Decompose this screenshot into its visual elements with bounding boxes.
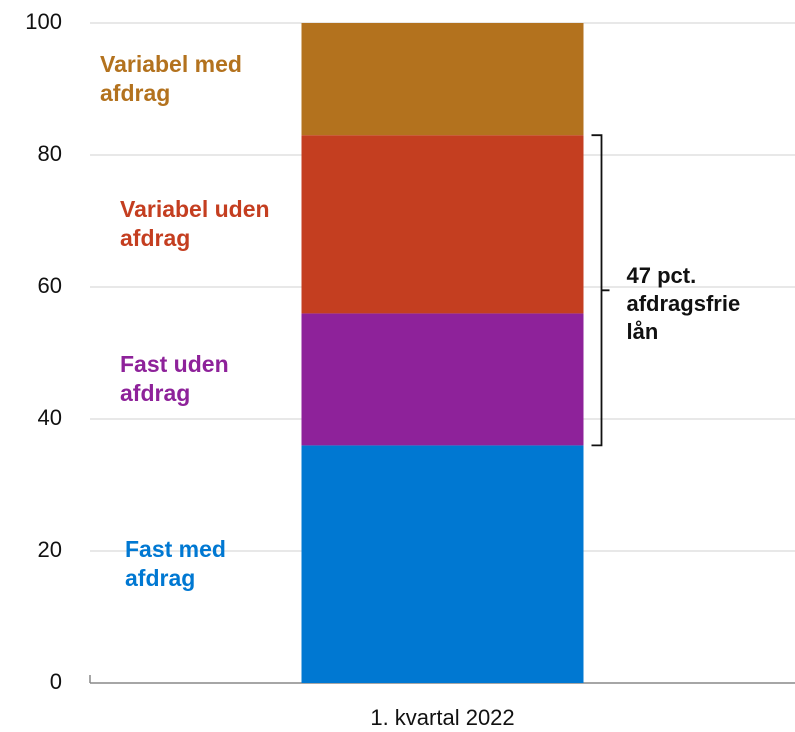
y-tick-label: 60	[38, 273, 62, 298]
bracket	[591, 134, 610, 447]
y-tick-label: 100	[25, 9, 62, 34]
series-label: Variabel med afdrag	[100, 51, 242, 107]
y-tick-label: 20	[38, 537, 62, 562]
bar-segment	[301, 23, 584, 136]
bar-segment	[301, 135, 584, 314]
y-tick-label: 0	[50, 669, 62, 694]
y-tick-label: 80	[38, 141, 62, 166]
bar-segment	[301, 313, 584, 446]
series-label: Variabel uden afdrag	[120, 196, 270, 252]
y-tick-label: 40	[38, 405, 62, 430]
bar-segment	[301, 445, 584, 683]
series-label: Fast med afdrag	[125, 536, 226, 592]
series-label: Fast uden afdrag	[120, 351, 229, 407]
x-tick-label: 1. kvartal 2022	[370, 705, 514, 730]
annotation: 47 pct. afdragsfrie lån	[626, 263, 741, 345]
